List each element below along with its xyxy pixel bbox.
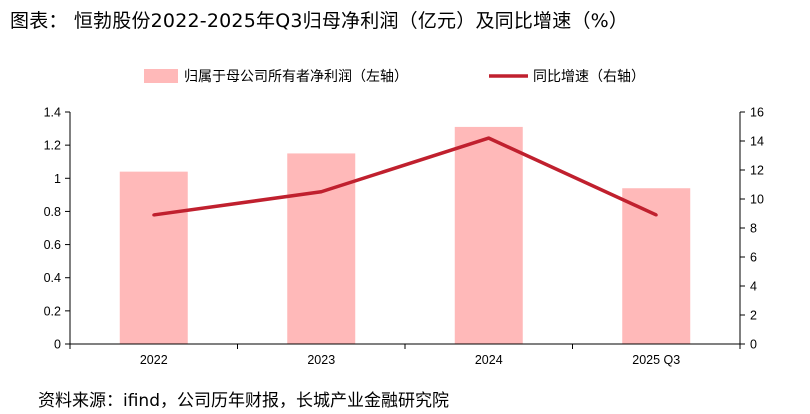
x-tick-label: 2024 xyxy=(475,353,503,367)
line-series xyxy=(152,136,658,217)
right-tick-label: 6 xyxy=(750,251,757,265)
line-point-2022 xyxy=(152,213,156,217)
left-tick-label: 0.6 xyxy=(44,238,61,252)
right-tick-label: 2 xyxy=(750,309,757,323)
left-tick-label: 1.2 xyxy=(44,139,61,153)
right-tick-label: 14 xyxy=(750,135,764,149)
left-tick-label: 0.2 xyxy=(44,304,61,318)
right-tick-label: 10 xyxy=(750,193,764,207)
bar-2025-Q3 xyxy=(622,188,691,344)
right-tick-label: 12 xyxy=(750,164,764,178)
left-tick-label: 1 xyxy=(54,172,61,186)
left-tick-label: 0 xyxy=(54,338,61,352)
right-tick-label: 16 xyxy=(750,106,764,120)
left-tick-label: 0.8 xyxy=(44,205,61,219)
x-tick-label: 2023 xyxy=(307,353,335,367)
legend-line-label: 同比增速（右轴） xyxy=(533,69,645,85)
chart-title: 图表： 恒勃股份2022-2025年Q3归母净利润（亿元）及同比增速（%） xyxy=(10,10,629,32)
bar-2022 xyxy=(119,171,188,344)
legend-bar-label: 归属于母公司所有者净利润（左轴） xyxy=(184,68,408,85)
axes: 0 0.2 0.4 0.6 0.8 1 1.2 1.4 0 2 4 6 8 10 12 14 16 2022 202… xyxy=(44,106,764,368)
left-tick-label: 1.4 xyxy=(44,106,61,120)
bar-2024 xyxy=(454,126,523,345)
line-point-2025-Q3 xyxy=(654,213,658,217)
line-point-2024 xyxy=(487,136,491,140)
left-tick-label: 0.4 xyxy=(44,271,61,285)
bar-series xyxy=(119,126,691,345)
right-tick-label: 4 xyxy=(750,280,757,294)
right-tick-label: 0 xyxy=(750,338,757,352)
legend: 归属于母公司所有者净利润（左轴） 同比增速（右轴） xyxy=(144,68,645,85)
growth-rate-line xyxy=(153,136,657,217)
bar-2023 xyxy=(287,153,356,344)
source-note: 资料来源：ifind，公司历年财报，长城产业金融研究院 xyxy=(38,391,449,411)
right-tick-label: 8 xyxy=(750,222,757,236)
line-point-2023 xyxy=(319,190,323,194)
x-tick-label: 2025 Q3 xyxy=(632,353,680,367)
legend-bar-swatch xyxy=(144,69,178,83)
x-tick-label: 2022 xyxy=(140,353,168,367)
